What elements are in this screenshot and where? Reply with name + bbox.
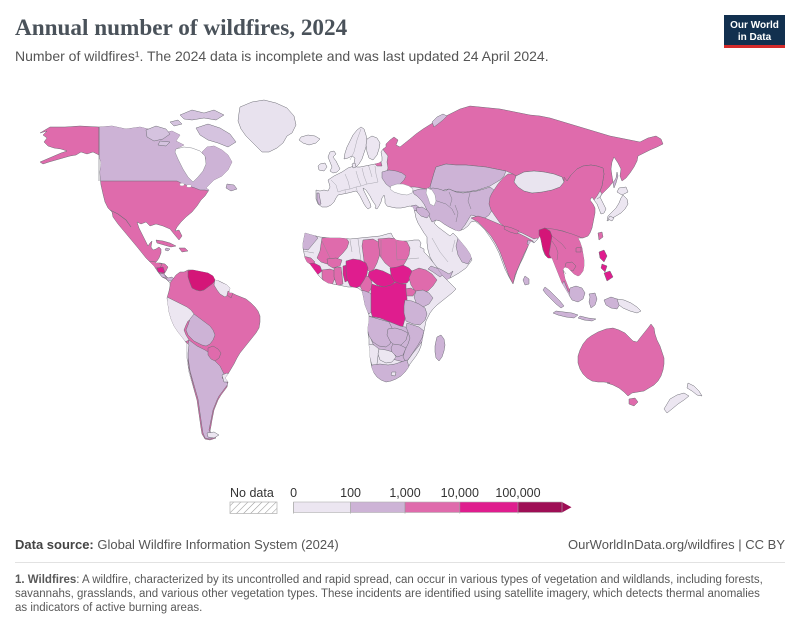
svg-text:0: 0 (290, 486, 297, 500)
svg-text:1,000: 1,000 (389, 486, 420, 500)
svg-text:10,000: 10,000 (441, 486, 479, 500)
svg-text:100: 100 (340, 486, 361, 500)
svg-text:100,000: 100,000 (495, 486, 540, 500)
svg-text:No data: No data (230, 486, 274, 500)
